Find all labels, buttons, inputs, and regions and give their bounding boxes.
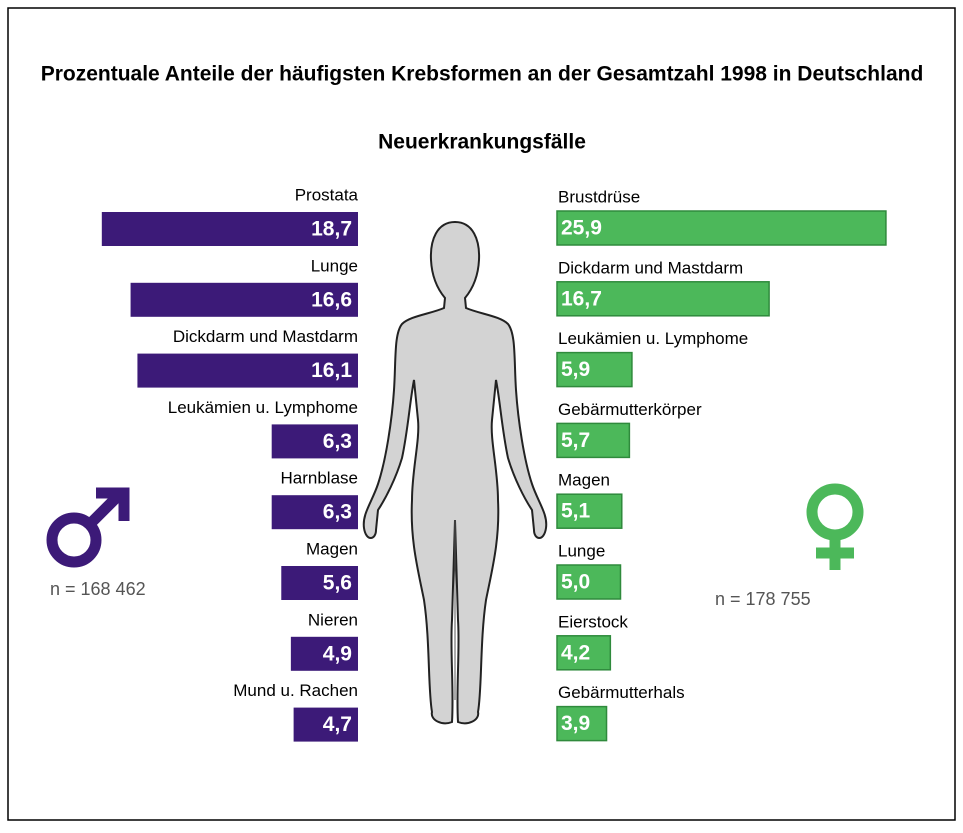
category-label: Brustdrüse (558, 187, 640, 206)
category-label: Mund u. Rachen (233, 681, 358, 700)
value-label: 4,7 (323, 713, 352, 736)
value-label: 5,9 (561, 358, 590, 381)
value-label: 6,3 (323, 430, 352, 453)
value-label: 6,3 (323, 501, 352, 524)
value-label: 5,0 (561, 571, 590, 594)
bar (557, 211, 886, 245)
value-label: 5,1 (561, 500, 591, 523)
category-label: Lunge (558, 541, 605, 560)
value-label: 4,9 (323, 642, 352, 665)
chart: Prozentuale Anteile der häufigsten Krebs… (0, 0, 963, 828)
category-label: Gebärmutterkörper (558, 400, 702, 419)
value-label: 3,9 (561, 712, 590, 735)
value-label: 5,7 (561, 429, 590, 452)
value-label: 16,7 (561, 287, 602, 310)
category-label: Dickdarm und Mastdarm (558, 258, 743, 277)
category-label: Leukämien u. Lymphome (168, 398, 358, 417)
value-label: 25,9 (561, 217, 602, 240)
category-label: Leukämien u. Lymphome (558, 329, 748, 348)
category-label: Magen (306, 539, 358, 558)
value-label: 16,6 (311, 288, 352, 311)
chart-subtitle: Neuerkrankungsfälle (378, 131, 586, 154)
value-label: 18,7 (311, 218, 352, 241)
category-label: Lunge (311, 256, 358, 275)
value-label: 4,2 (561, 641, 590, 664)
category-label: Dickdarm und Mastdarm (173, 327, 358, 346)
category-label: Gebärmutterhals (558, 683, 685, 702)
annotation: n = 178 755 (715, 589, 811, 609)
chart-title: Prozentuale Anteile der häufigsten Krebs… (41, 63, 924, 86)
category-label: Eierstock (558, 612, 628, 631)
category-label: Prostata (295, 185, 359, 204)
category-label: Nieren (308, 610, 358, 629)
value-label: 5,6 (323, 572, 352, 595)
category-label: Magen (558, 471, 610, 490)
annotation: n = 168 462 (50, 579, 146, 599)
value-label: 16,1 (311, 359, 352, 382)
category-label: Harnblase (281, 469, 359, 488)
